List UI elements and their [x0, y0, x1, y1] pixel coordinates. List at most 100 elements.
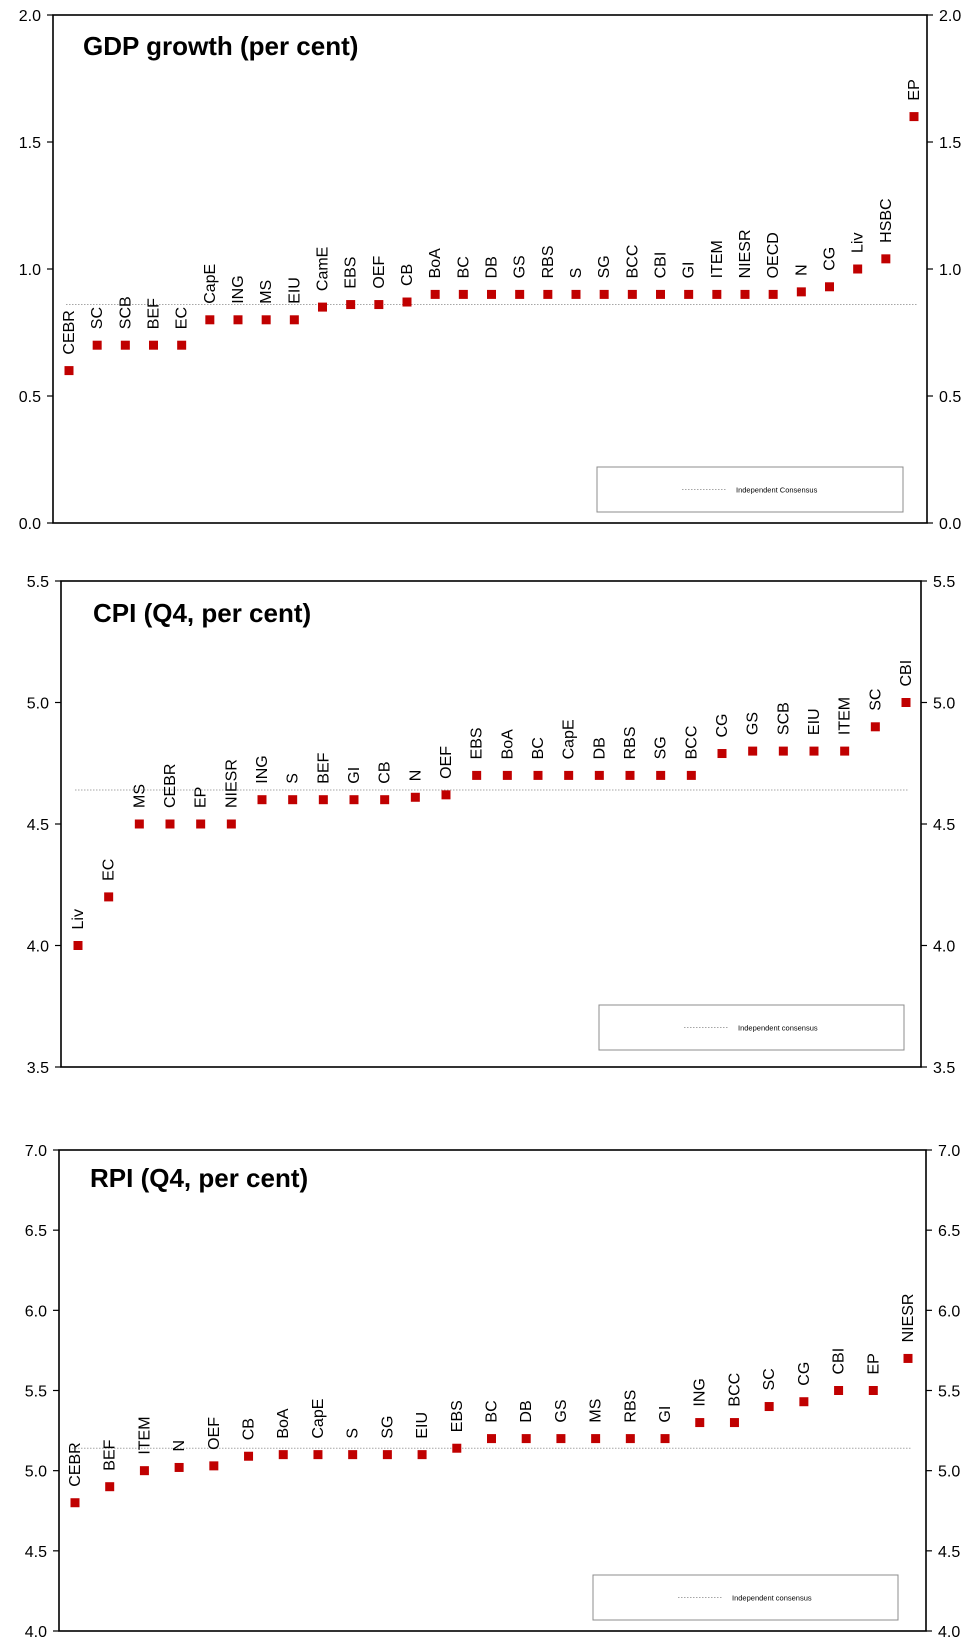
point-label: MS: [131, 784, 148, 808]
chart-title: RPI (Q4, per cent): [90, 1163, 308, 1193]
data-point: [799, 1397, 809, 1407]
point-label: EBS: [469, 727, 486, 759]
legend-box: [592, 1574, 899, 1621]
data-point: [712, 289, 722, 299]
left-tick-label: 6.0: [25, 1303, 47, 1320]
data-point: [374, 300, 384, 310]
point-label: GS: [553, 1399, 570, 1422]
data-point: [261, 315, 271, 325]
data-point: [903, 1353, 913, 1363]
data-point: [502, 770, 512, 780]
right-tick-label: 6.5: [938, 1223, 960, 1240]
data-point: [226, 819, 236, 829]
left-tick-label: 5.5: [25, 1384, 47, 1401]
left-tick-label: 5.0: [27, 696, 49, 713]
data-point: [660, 1434, 670, 1444]
left-tick-label: 1.0: [19, 262, 41, 279]
data-point: [834, 1386, 844, 1395]
point-label: EP: [906, 79, 923, 100]
point-label: BoA: [275, 1408, 292, 1439]
data-point: [729, 1418, 739, 1428]
plot-frame: [60, 580, 922, 1068]
data-point: [104, 892, 114, 902]
data-point: [778, 746, 788, 756]
chart-3: 4.0 4.0 4.5 4.5 5.0 5.0 5.5 5.5 6.0 6.0 6.5 6.5 7.0 7…: [25, 1143, 961, 1641]
data-point: [278, 1450, 288, 1460]
data-point: [909, 112, 919, 122]
data-point: [209, 1461, 219, 1471]
point-label: BEF: [315, 752, 332, 783]
point-label: CG: [796, 1362, 813, 1386]
right-tick-label: 5.5: [938, 1384, 960, 1401]
data-point: [380, 795, 390, 805]
legend-label: Independent consensus: [738, 1024, 818, 1033]
point-label: EP: [865, 1353, 882, 1374]
data-point: [543, 289, 553, 299]
right-tick-label: 4.5: [938, 1544, 960, 1561]
data-point: [149, 340, 158, 350]
data-point: [92, 340, 102, 350]
point-label: GI: [657, 1406, 674, 1423]
point-label: BEF: [102, 1439, 119, 1470]
point-label: SC: [761, 1368, 778, 1390]
right-tick-label: 4.5: [933, 817, 955, 834]
right-tick-label: 1.5: [939, 135, 961, 152]
data-point: [901, 698, 911, 707]
data-point: [313, 1450, 323, 1460]
data-point: [599, 289, 609, 299]
point-label: SG: [596, 255, 613, 278]
data-point: [764, 1402, 774, 1412]
data-point: [346, 300, 356, 310]
data-point: [556, 1434, 566, 1444]
point-label: S: [285, 773, 302, 784]
left-tick-label: 4.5: [27, 817, 49, 834]
point-label: MS: [588, 1399, 605, 1423]
left-tick-label: 4.5: [25, 1544, 47, 1561]
data-point: [417, 1450, 427, 1460]
point-label: EBS: [449, 1400, 466, 1432]
right-tick-label: 7.0: [938, 1143, 960, 1160]
point-label: GS: [745, 712, 762, 735]
point-label: CG: [714, 714, 731, 738]
right-tick-label: 0.0: [939, 516, 961, 533]
data-point: [205, 315, 215, 325]
data-point: [452, 1443, 462, 1453]
point-label: NIESR: [737, 229, 754, 278]
point-label: SG: [379, 1416, 396, 1439]
right-tick-label: 1.0: [939, 262, 961, 279]
data-point: [627, 289, 637, 299]
left-tick-label: 0.5: [19, 389, 41, 406]
point-label: CamE: [315, 247, 332, 291]
data-point: [533, 770, 543, 780]
point-label: CEBR: [162, 764, 179, 808]
point-label: OEF: [438, 746, 455, 779]
data-point: [348, 1450, 358, 1460]
left-tick-label: 4.0: [27, 939, 49, 956]
left-tick-label: 1.5: [19, 135, 41, 152]
data-point: [120, 340, 130, 350]
data-point: [571, 289, 581, 299]
data-point: [625, 1434, 635, 1444]
point-label: Liv: [850, 233, 867, 253]
left-tick-label: 7.0: [25, 1143, 47, 1160]
point-label: N: [171, 1440, 188, 1452]
point-label: OEF: [371, 255, 388, 288]
point-label: SC: [89, 307, 106, 329]
point-label: ING: [254, 755, 271, 783]
chart-title: GDP growth (per cent): [83, 31, 358, 61]
data-point: [686, 770, 696, 780]
point-label: NIESR: [223, 759, 240, 808]
point-label: CapE: [561, 719, 578, 759]
point-label: OEF: [206, 1417, 223, 1450]
point-label: ITEM: [709, 240, 726, 278]
point-label: CEBR: [67, 1442, 84, 1486]
data-point: [853, 264, 863, 274]
point-label: BEF: [146, 298, 163, 329]
point-label: BC: [530, 737, 547, 759]
data-point: [441, 790, 451, 800]
point-label: CapE: [310, 1399, 327, 1439]
point-label: BoA: [499, 729, 516, 760]
chart-1: 0.0 0.0 0.5 0.5 1.0 1.0 1.5 1.5 2.0 2.0 GDP growth…: [19, 8, 962, 533]
point-label: EIU: [286, 277, 303, 304]
